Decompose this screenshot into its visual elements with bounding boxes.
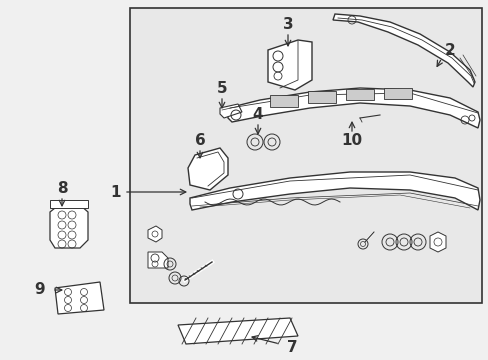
Bar <box>346 89 373 100</box>
Polygon shape <box>220 104 242 118</box>
Polygon shape <box>50 200 88 208</box>
Polygon shape <box>429 232 445 252</box>
Text: 5: 5 <box>216 81 227 95</box>
Polygon shape <box>332 14 474 87</box>
Polygon shape <box>227 88 479 128</box>
Text: 6: 6 <box>194 132 205 148</box>
Bar <box>383 88 411 99</box>
Bar <box>130 8 481 303</box>
Text: 1: 1 <box>110 185 121 199</box>
Bar <box>307 91 335 103</box>
Polygon shape <box>55 282 104 314</box>
Text: 7: 7 <box>286 341 297 356</box>
Polygon shape <box>190 172 479 210</box>
Text: 10: 10 <box>341 132 362 148</box>
Text: 8: 8 <box>57 180 67 195</box>
Polygon shape <box>267 40 311 90</box>
Polygon shape <box>50 205 88 248</box>
Polygon shape <box>148 252 168 268</box>
Polygon shape <box>178 318 297 344</box>
Text: 9: 9 <box>35 283 45 297</box>
Polygon shape <box>187 148 227 190</box>
Text: 4: 4 <box>252 107 263 122</box>
Text: 2: 2 <box>444 42 454 58</box>
Text: 3: 3 <box>282 17 293 32</box>
Polygon shape <box>148 226 162 242</box>
Bar <box>269 95 297 107</box>
